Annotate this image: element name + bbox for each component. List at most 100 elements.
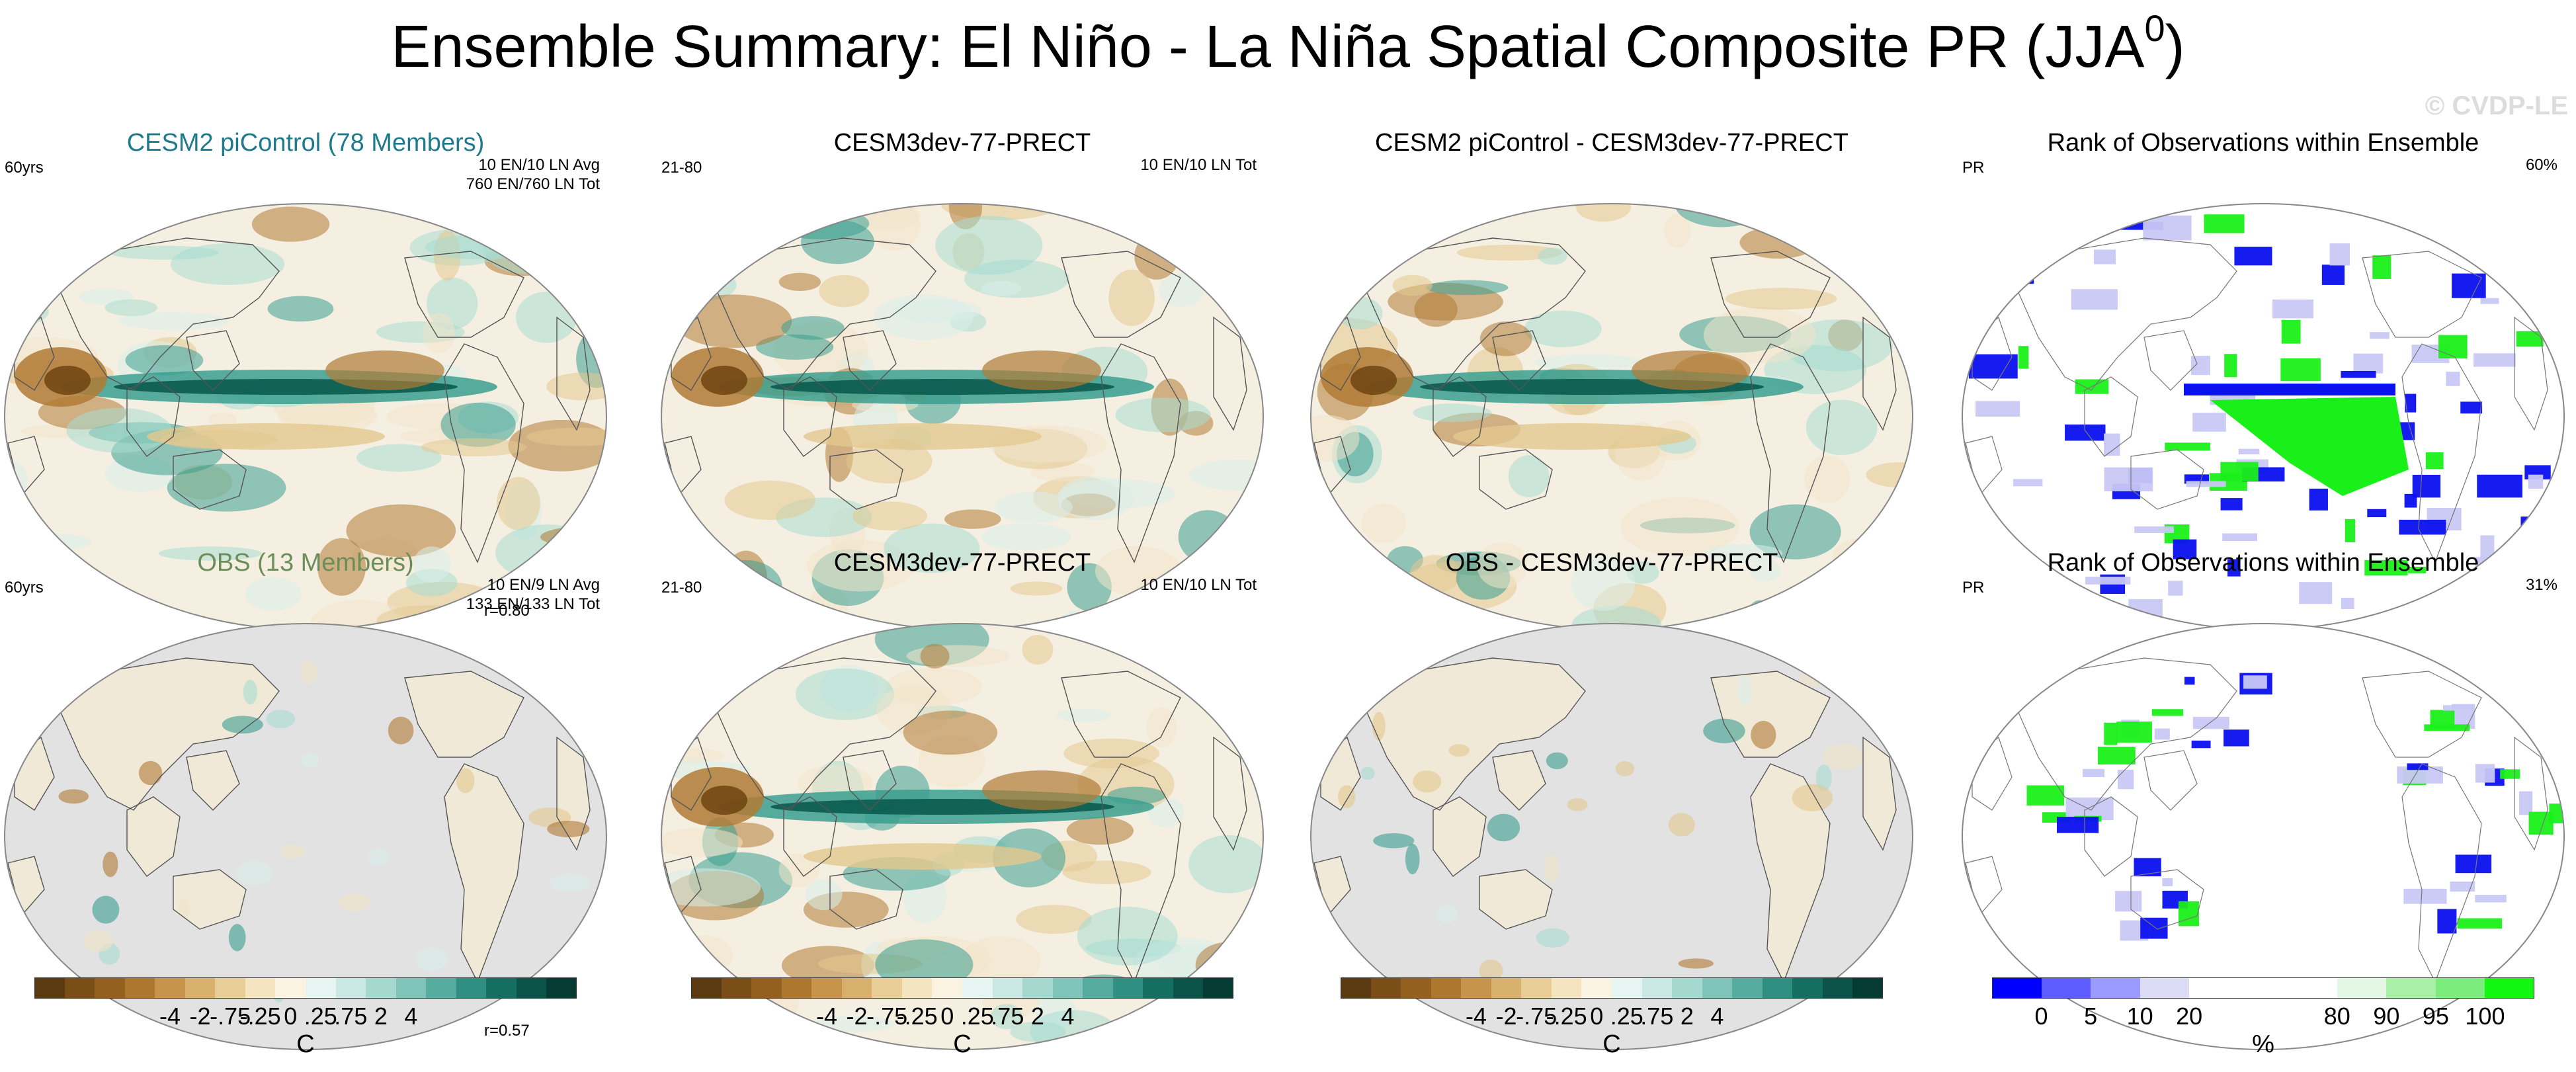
coastline [126, 796, 181, 877]
rank-cell [2118, 770, 2134, 790]
panel-right-label: 60% [2525, 156, 2557, 174]
coastline [2084, 796, 2138, 877]
field-blob [1146, 707, 1177, 747]
colorbar-segment [1762, 977, 1793, 999]
rank-cell [2542, 557, 2564, 573]
panel-right-label: 133 EN/133 LN Tot [466, 595, 600, 613]
watermark: © CVDP-LE [2425, 91, 2568, 120]
colorbar-segment [1143, 977, 1174, 999]
colorbar-frame [691, 977, 1233, 999]
colorbar-tick-label: 10 [2126, 1003, 2153, 1030]
colorbar-segment [1431, 977, 1462, 999]
coastline [843, 750, 897, 811]
field-blob [756, 334, 834, 360]
colorbar-segment [1551, 977, 1582, 999]
field-blob [668, 643, 732, 685]
land-blob [235, 860, 273, 886]
rank-cell [2457, 918, 2502, 929]
field-blob [1022, 634, 1054, 665]
colorbar-tick-label: 100 [2465, 1003, 2505, 1030]
field-blob [267, 296, 334, 322]
rank-cell [2345, 518, 2356, 543]
colorbar-segment [2435, 977, 2485, 999]
land-blob [83, 930, 114, 952]
rank-cell [2227, 559, 2241, 577]
field-blob [1188, 459, 1263, 491]
field-blob [1704, 544, 1783, 563]
brown-anomaly-core [44, 366, 91, 395]
coastline [2362, 671, 2482, 758]
colorbar-tick-label: 80 [2323, 1003, 2350, 1030]
rank-cell [2168, 581, 2183, 596]
coastline [2514, 736, 2548, 851]
rank-cell [2450, 882, 2475, 892]
field-blob [995, 491, 1073, 523]
colorbar-tick-label: -.25 [239, 1003, 281, 1030]
land-blob [1373, 833, 1415, 848]
rank-cell [2173, 539, 2197, 559]
coastline [829, 869, 903, 930]
colorbar-segment [2140, 977, 2190, 999]
brown-anomaly-core [1350, 366, 1397, 395]
rank-cell [2455, 854, 2492, 874]
field-blob [960, 936, 1041, 987]
field-blob [496, 477, 540, 530]
rank-cell [2367, 509, 2387, 518]
panel-right-label: 10 EN/9 LN Avg [487, 576, 600, 594]
field-blob [1426, 280, 1509, 296]
land-blob [1615, 761, 1635, 776]
colorbar-tick-label: -4 [159, 1003, 181, 1030]
rank-cell [2083, 768, 2105, 778]
field-blob [1361, 503, 1406, 543]
land-blob [1544, 854, 1559, 883]
field-blob [1115, 397, 1211, 433]
coastline [444, 343, 524, 563]
colorbar-segment [1203, 977, 1234, 999]
field-blob [1866, 462, 1913, 488]
land-blob [1372, 712, 1386, 741]
field-blob [768, 595, 806, 610]
colorbar-tick-label: .25 [960, 1003, 994, 1030]
land-blob [228, 924, 246, 952]
land-blob [1487, 813, 1520, 842]
field-blob [724, 480, 816, 520]
coastline [710, 237, 936, 391]
field-blob [1178, 510, 1238, 563]
coastline [1750, 343, 1831, 563]
rank-cell [2192, 716, 2229, 729]
coastline [1433, 376, 1487, 457]
land-field [444, 764, 524, 982]
coastline [1492, 750, 1546, 811]
colorbar-tick-label: 90 [2373, 1003, 2400, 1030]
rank-cell [2104, 722, 2118, 745]
colorbar-segment [1461, 977, 1492, 999]
land-field [127, 797, 180, 876]
land-blob [1815, 764, 1832, 792]
field-blob [158, 546, 263, 561]
field-blob [1749, 559, 1781, 582]
field-blob [935, 216, 1043, 275]
colorbar-segment [691, 977, 722, 999]
colorbar-tick-label: -2 [189, 1003, 211, 1030]
colorbar-tick-label: 4 [1061, 1003, 1075, 1030]
land-field [1493, 751, 1546, 810]
field-blob [1664, 213, 1691, 248]
field-blob [413, 546, 451, 583]
rank-cell [2192, 413, 2226, 432]
rank-cell [2052, 204, 2083, 212]
field-blob [356, 444, 442, 472]
colorbar-segment [2041, 977, 2091, 999]
colorbar-tick-label: 5 [2084, 1003, 2098, 1030]
colorbar-tick-label: 0 [2034, 1003, 2048, 1030]
colorbar-segment [1732, 977, 1763, 999]
coastline [1479, 869, 1553, 930]
field-blob [1804, 456, 1850, 503]
land-field [1314, 856, 1350, 916]
colorbar-unit: C [953, 1030, 972, 1058]
brown-anomaly-east [982, 770, 1101, 810]
colorbar-segment [901, 977, 933, 999]
rank-cell [2013, 479, 2043, 487]
colorbar-tick-label: .75 [991, 1003, 1024, 1030]
field-blob [1077, 907, 1178, 966]
land-blob [1668, 813, 1695, 837]
